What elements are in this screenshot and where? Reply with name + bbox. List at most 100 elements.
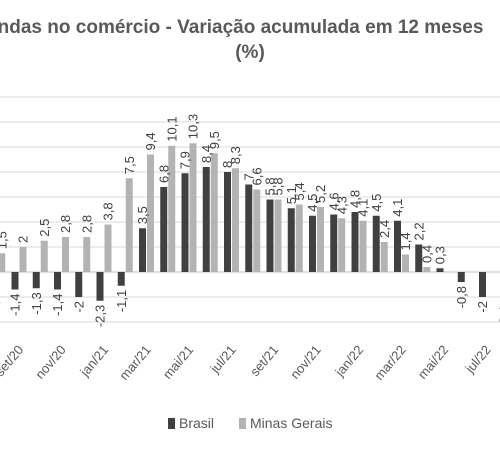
legend: Brasil Minas Gerais — [168, 415, 332, 431]
bar-brasil-mar-21 — [139, 228, 146, 272]
x-tick-label: jul/21 — [207, 342, 239, 376]
data-label-brasil: -1,1 — [114, 290, 129, 312]
x-tick-label: set/21 — [247, 342, 281, 379]
bar-brasil-out-20 — [32, 272, 40, 289]
bar-minas-gerais-fev-22 — [380, 242, 388, 272]
data-label-brasil: -2 — [475, 301, 490, 313]
bar-brasil-abr-22 — [415, 244, 423, 272]
data-label-minas-gerais: 7,5 — [122, 156, 137, 174]
legend-label-minas-gerais: Minas Gerais — [250, 415, 332, 431]
bar-minas-gerais-jul-21 — [232, 168, 239, 272]
legend-swatch-minas-gerais — [239, 418, 246, 429]
data-label-minas-gerais: 4,1 — [356, 199, 371, 217]
x-tick-label: jan/22 — [331, 342, 366, 380]
data-label-minas-gerais: 1,4 — [398, 232, 413, 250]
bar-brasil-jan-22 — [351, 212, 359, 272]
bar-minas-gerais-jan-21 — [104, 224, 112, 272]
data-label-brasil: 7 — [241, 173, 256, 180]
data-label-minas-gerais: 8,3 — [228, 146, 243, 164]
x-tick-label: mar/21 — [116, 342, 154, 383]
bar-brasil-set-21 — [266, 199, 274, 272]
data-label-brasil: 8,4 — [199, 145, 214, 163]
data-label-minas-gerais: 0,4 — [419, 245, 434, 263]
data-labels: -1,7-1,4-1,4-1,3-1,4-2-2,3-1,13,56,87,98… — [0, 114, 500, 328]
data-label-minas-gerais: 2,8 — [58, 215, 73, 233]
data-label-minas-gerais: 2,8 — [79, 215, 94, 233]
bar-minas-gerais-ago-20 — [0, 253, 6, 272]
data-label-brasil: -0,8 — [454, 286, 469, 308]
bar-brasil-jun-22 — [457, 272, 465, 282]
data-label-brasil: 5,8 — [263, 177, 278, 195]
bar-minas-gerais-mar-22 — [402, 254, 409, 272]
data-label-brasil: -2,3 — [93, 305, 108, 327]
chart-title: Volume de vendas no comércio - Variação … — [0, 17, 483, 38]
data-label-brasil: -1,4 — [0, 294, 1, 316]
data-label-minas-gerais: 2 — [16, 236, 31, 243]
bar-brasil-jun-21 — [202, 167, 210, 272]
x-tick-label: nov/21 — [287, 342, 324, 382]
data-label-brasil: -1,3 — [29, 292, 44, 314]
bar-brasil-jan-21 — [96, 272, 104, 301]
bar-brasil-mai-22 — [436, 268, 444, 272]
data-label-brasil: 4,5 — [305, 194, 320, 212]
data-label-brasil: 4,5 — [369, 194, 384, 212]
data-label-minas-gerais: 5,2 — [313, 185, 328, 203]
bar-minas-gerais-out-21 — [295, 204, 303, 272]
data-label-minas-gerais: 5,8 — [271, 177, 286, 195]
bar-brasil-jul-21 — [224, 172, 231, 272]
data-label-brasil: 8 — [220, 161, 235, 168]
bar-minas-gerais-abr-21 — [168, 145, 176, 272]
bar-brasil-set-20 — [11, 272, 19, 290]
bar-minas-gerais-nov-21 — [317, 207, 324, 272]
data-label-brasil: 2,2 — [411, 222, 426, 240]
bar-brasil-ago-21 — [245, 184, 253, 272]
bar-minas-gerais-dez-21 — [338, 218, 346, 272]
data-label-minas-gerais: 2,4 — [377, 220, 392, 238]
x-axis-ticks: set/20 nov/20 jan/21 mar/21 mai/21 jul/21 set/… — [0, 342, 494, 383]
bar-brasil-abr-21 — [160, 187, 168, 272]
bar-brasil-fev-22 — [372, 215, 380, 272]
data-label-minas-gerais: 10,1 — [164, 116, 179, 141]
data-label-brasil: 0,3 — [433, 246, 448, 264]
data-label-brasil: 3,5 — [135, 206, 150, 224]
bar-minas-gerais-mar-21 — [147, 154, 154, 272]
data-label-brasil: -1,4 — [8, 294, 23, 316]
data-label-brasil: 4,8 — [348, 190, 363, 208]
x-tick-label: nov/20 — [32, 342, 69, 382]
data-label-brasil: 7,9 — [178, 151, 193, 169]
data-label-brasil: -2 — [71, 301, 86, 313]
bar-minas-gerais-mai-21 — [189, 143, 197, 272]
bar-brasil-fev-21 — [117, 272, 125, 286]
x-tick-label: set/20 — [0, 342, 26, 379]
bar-brasil-dez-21 — [330, 214, 338, 272]
data-label-brasil: 4,6 — [326, 192, 341, 210]
chart-title-unit: (%) — [235, 42, 265, 63]
data-label-minas-gerais: 3,8 — [101, 202, 116, 220]
data-label-minas-gerais: 2,5 — [37, 219, 52, 237]
data-label-minas-gerais: 1,5 — [0, 231, 9, 249]
bar-minas-gerais-fev-21 — [125, 178, 133, 272]
data-label-minas-gerais: 5,4 — [292, 182, 307, 200]
bar-brasil-mai-21 — [181, 173, 189, 272]
x-tick-label: jan/21 — [76, 342, 111, 380]
data-label-brasil: 4,1 — [390, 199, 405, 217]
bar-brasil-mar-22 — [394, 220, 401, 272]
x-tick-label: mar/22 — [371, 342, 409, 383]
bar-brasil-jul-22 — [479, 272, 486, 297]
data-label-brasil: -2,4 — [496, 306, 500, 328]
x-tick-label: jul/22 — [462, 342, 494, 376]
bar-minas-gerais-out-20 — [40, 240, 48, 272]
data-label-brasil: 5,1 — [284, 186, 299, 204]
bar-minas-gerais-nov-20 — [62, 237, 69, 272]
bar-minas-gerais-set-21 — [274, 199, 282, 272]
data-label-minas-gerais: 6,6 — [249, 167, 264, 185]
legend-swatch-brasil — [168, 418, 175, 429]
data-label-brasil: -1,4 — [50, 294, 65, 316]
bar-minas-gerais-jun-21 — [210, 153, 218, 272]
bar-minas-gerais-abr-22 — [423, 267, 431, 272]
bar-brasil-dez-20 — [75, 272, 83, 297]
bar-minas-gerais-dez-20 — [83, 237, 91, 272]
x-tick-label: mai/22 — [415, 342, 452, 382]
